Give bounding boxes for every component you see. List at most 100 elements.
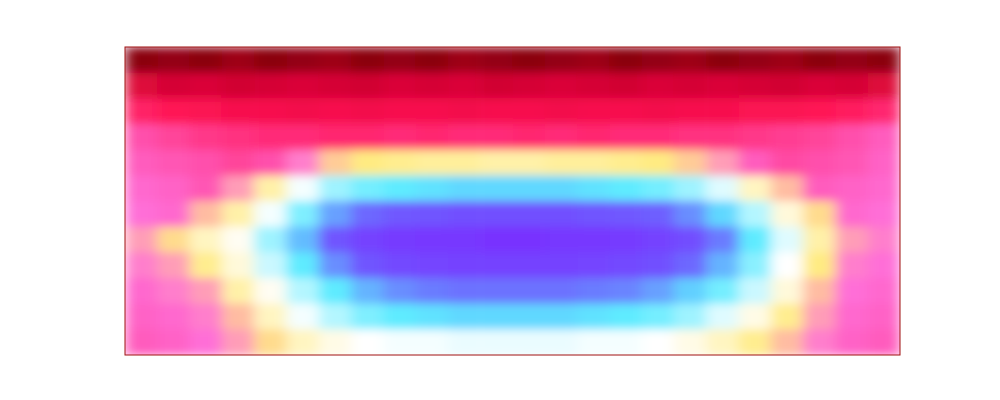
heatmap-cell — [319, 150, 352, 176]
heatmap-cell — [739, 98, 772, 124]
heatmap-cell — [157, 278, 190, 304]
heatmap-cell — [383, 201, 416, 227]
heatmap-cell — [254, 227, 287, 253]
heatmap-cell — [351, 98, 384, 124]
heatmap-cell — [642, 329, 675, 355]
heatmap-cell — [771, 227, 804, 253]
heatmap-cell — [319, 201, 352, 227]
heatmap-cell — [739, 227, 772, 253]
heatmap-cell — [642, 175, 675, 201]
heatmap-cell — [190, 329, 223, 355]
heatmap-cell — [222, 73, 255, 99]
heatmap-cell — [835, 98, 868, 124]
heatmap-cell — [577, 73, 610, 99]
heatmap-cell — [157, 252, 190, 278]
heatmap-cell — [254, 278, 287, 304]
heatmap-cell — [125, 201, 158, 227]
heatmap-cell — [771, 73, 804, 99]
heatmap-cell — [222, 252, 255, 278]
heatmap-cell — [609, 252, 642, 278]
heatmap-cell — [803, 73, 836, 99]
heatmap-cell — [706, 252, 739, 278]
heatmap-cell — [157, 47, 190, 73]
heatmap-cell — [642, 201, 675, 227]
heatmap-cell — [609, 47, 642, 73]
heatmap-cell — [448, 201, 481, 227]
heatmap-cell — [125, 175, 158, 201]
heatmap-cell — [642, 47, 675, 73]
heatmap-cell — [448, 47, 481, 73]
heatmap-cell — [480, 47, 513, 73]
heatmap-cell — [254, 98, 287, 124]
heatmap-cell — [383, 73, 416, 99]
heatmap-cell — [609, 98, 642, 124]
heatmap-cell — [545, 73, 578, 99]
heatmap-cells — [125, 47, 900, 355]
heatmap-cell — [286, 227, 319, 253]
heatmap-cell — [157, 124, 190, 150]
heatmap-cell — [190, 47, 223, 73]
heatmap-cell — [222, 201, 255, 227]
heatmap-cell — [351, 175, 384, 201]
heatmap-cell — [125, 150, 158, 176]
heatmap-cell — [190, 252, 223, 278]
heatmap-cell — [416, 201, 449, 227]
heatmap-cell — [642, 278, 675, 304]
heatmap-cell — [416, 329, 449, 355]
heatmap-cell — [157, 227, 190, 253]
heatmap-cell — [835, 227, 868, 253]
heatmap-cell — [286, 175, 319, 201]
heatmap-cell — [771, 175, 804, 201]
heatmap-cell — [480, 124, 513, 150]
heatmap-cell — [706, 124, 739, 150]
heatmap-cell — [448, 150, 481, 176]
heatmap-cell — [739, 73, 772, 99]
heatmap-cell — [739, 201, 772, 227]
heatmap-cell — [868, 175, 900, 201]
heatmap-cell — [286, 150, 319, 176]
heatmap-cell — [674, 98, 707, 124]
heatmap-cell — [319, 252, 352, 278]
heatmap-cell — [609, 73, 642, 99]
heatmap-cell — [383, 124, 416, 150]
heatmap-cell — [254, 201, 287, 227]
heatmap-cell — [319, 73, 352, 99]
heatmap-cell — [835, 304, 868, 330]
heatmap-cell — [771, 150, 804, 176]
heatmap-cell — [739, 278, 772, 304]
heatmap-cell — [480, 252, 513, 278]
heatmap-cell — [157, 73, 190, 99]
heatmap-cell — [351, 73, 384, 99]
heatmap-cell — [609, 304, 642, 330]
heatmap-cell — [803, 150, 836, 176]
heatmap-cell — [448, 329, 481, 355]
heatmap-cell — [674, 329, 707, 355]
heatmap-cell — [416, 150, 449, 176]
heatmap-cell — [545, 252, 578, 278]
heatmap-cell — [351, 124, 384, 150]
heatmap-cell — [577, 278, 610, 304]
heatmap-cell — [739, 304, 772, 330]
heatmap-cell — [868, 73, 900, 99]
heatmap-cell — [674, 150, 707, 176]
heatmap-cell — [157, 304, 190, 330]
heatmap-cell — [771, 124, 804, 150]
heatmap-cell — [739, 124, 772, 150]
heatmap-cell — [448, 252, 481, 278]
heatmap-cell — [319, 304, 352, 330]
heatmap-cell — [803, 47, 836, 73]
heatmap-cell — [545, 98, 578, 124]
heatmap-cell — [545, 124, 578, 150]
heatmap-cell — [513, 47, 546, 73]
heatmap-cell — [835, 278, 868, 304]
heatmap-cell — [286, 278, 319, 304]
heatmap-cell — [642, 73, 675, 99]
heatmap-cell — [383, 252, 416, 278]
heatmap-cell — [835, 175, 868, 201]
heatmap-cell — [609, 329, 642, 355]
heatmap-cell — [577, 329, 610, 355]
heatmap-cell — [286, 201, 319, 227]
heatmap-cell — [480, 304, 513, 330]
heatmap-cell — [254, 304, 287, 330]
heatmap-cell — [480, 150, 513, 176]
